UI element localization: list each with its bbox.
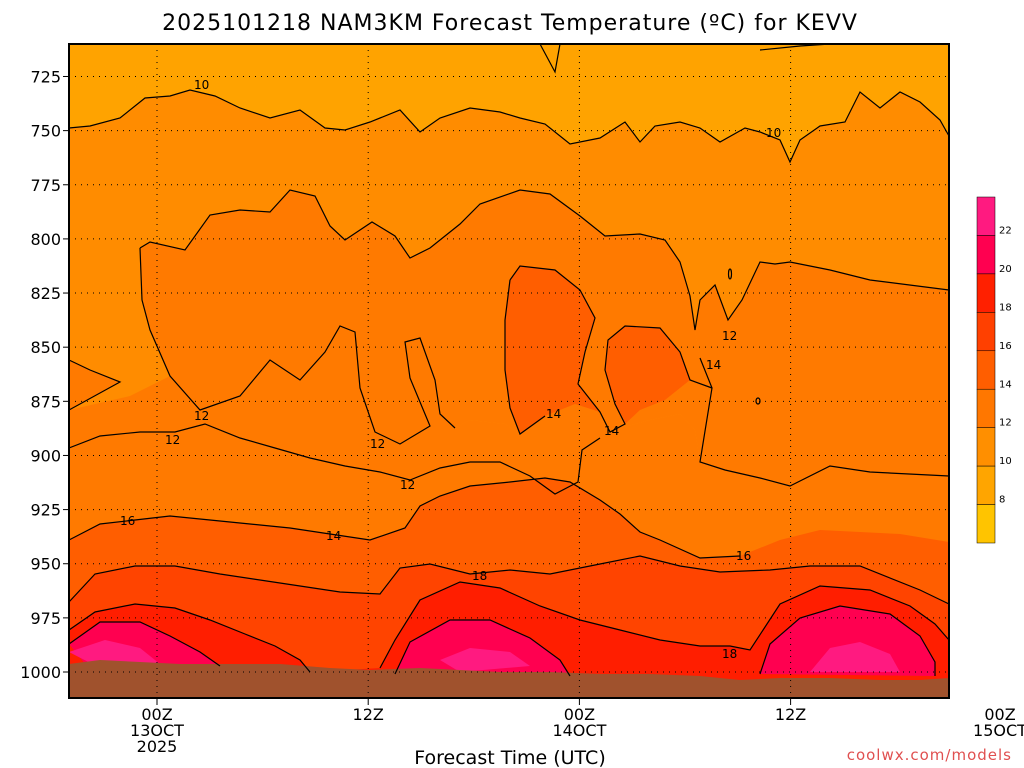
- band-20-22: [69, 606, 935, 676]
- x-tick-label: 15OCT: [973, 721, 1024, 740]
- band-12-14-upper: [69, 262, 949, 494]
- colorbar-swatch: [976, 504, 996, 544]
- y-tick-label: 875: [30, 392, 61, 411]
- x-tick-label: 13OCT: [130, 721, 184, 740]
- colorbar-label: 22: [999, 226, 1012, 237]
- contour-label: 10: [766, 126, 781, 140]
- y-tick-label: 750: [30, 122, 61, 141]
- y-tick-label: 1000: [20, 663, 61, 682]
- contour-label: 12: [722, 329, 737, 343]
- contour-12-mid: [69, 359, 122, 411]
- contour-labels: 10 10 12 12 12 12 12 12 14 14 14 14 16 1…: [120, 78, 781, 661]
- colorbar-label: 18: [999, 302, 1012, 313]
- chart-title: 2025101218 NAM3KM Forecast Temperature (…: [162, 11, 858, 36]
- contour-12-low: [69, 423, 601, 495]
- colorbar-label: 12: [999, 418, 1012, 429]
- contour-label: 12: [370, 437, 385, 451]
- contour-label: 10: [194, 78, 209, 92]
- x-tick-label: 12Z: [775, 705, 806, 724]
- contour-lines: [69, 44, 949, 677]
- contour-label: 16: [120, 514, 135, 528]
- contour-14: [69, 477, 741, 559]
- y-tick-label: 925: [30, 501, 61, 520]
- contour-18: [69, 581, 949, 673]
- contour-12-right: [699, 357, 949, 487]
- y-tick-label: 725: [30, 67, 61, 86]
- contour-label: 12: [165, 433, 180, 447]
- colorbar-swatch: [976, 196, 996, 236]
- y-tick-label: 800: [30, 230, 61, 249]
- credit-text: coolwx.com/models: [847, 746, 1012, 764]
- colorbar-label: 14: [999, 379, 1012, 390]
- contour-small-loop: [755, 397, 761, 405]
- colorbar-swatch: [976, 388, 996, 428]
- contour-label: 14: [546, 407, 561, 421]
- x-tick-label: 00Z: [141, 705, 172, 724]
- y-tick-label: 775: [30, 176, 61, 195]
- contour-label: 12: [194, 409, 209, 423]
- band-14-16-pocket: [505, 266, 600, 434]
- y-axis: 725 750 775 800 825 850 875 900 925 950 975 1000: [20, 67, 69, 682]
- contour-label: 18: [722, 647, 737, 661]
- band-22-24: [69, 640, 900, 672]
- colorbar-swatch: [976, 427, 996, 467]
- contour-label: 14: [706, 358, 721, 372]
- y-tick-label: 950: [30, 555, 61, 574]
- contour-14-pocket: [504, 265, 713, 435]
- x-tick-label: 2025: [137, 737, 178, 756]
- contour-label: 14: [326, 529, 341, 543]
- colorbar-label: 10: [999, 456, 1012, 467]
- contour-12-upper: [139, 189, 949, 331]
- y-tick-label: 825: [30, 284, 61, 303]
- colorbar-swatch: [976, 273, 996, 313]
- contour-label: 18: [472, 569, 487, 583]
- colorbar-swatch: [976, 465, 996, 505]
- colorbar-swatch: [976, 312, 996, 352]
- y-tick-label: 850: [30, 338, 61, 357]
- x-tick-label: 00Z: [984, 705, 1015, 724]
- x-tick-label: 12Z: [353, 705, 384, 724]
- colorbar-label: 8: [999, 495, 1005, 506]
- plot-area: [69, 44, 949, 698]
- y-tick-label: 975: [30, 609, 61, 628]
- contour-12-left: [139, 247, 456, 445]
- colorbar-swatch: [976, 235, 996, 275]
- band-14-16-pocket2: [605, 326, 690, 424]
- x-tick-label: 14OCT: [552, 721, 606, 740]
- contour-small-loop-2: [727, 268, 733, 280]
- plot-frame: [68, 43, 950, 699]
- colorbar: 22 20 18 16 14 12 10 8: [976, 196, 1012, 544]
- contour-label: 16: [736, 549, 751, 563]
- x-axis-label: Forecast Time (UTC): [414, 747, 605, 768]
- grid: [69, 44, 949, 698]
- contour-label: 14: [604, 424, 619, 438]
- colorbar-swatch: [976, 350, 996, 390]
- ground: [69, 660, 949, 698]
- contour-10: [69, 89, 949, 164]
- contour-16: [69, 555, 949, 605]
- colorbar-label: 16: [999, 341, 1012, 352]
- contour-label: 12: [400, 478, 415, 492]
- colorbar-label: 20: [999, 264, 1012, 275]
- y-tick-label: 900: [30, 446, 61, 465]
- x-tick-label: 00Z: [564, 705, 595, 724]
- contour-20: [69, 605, 936, 677]
